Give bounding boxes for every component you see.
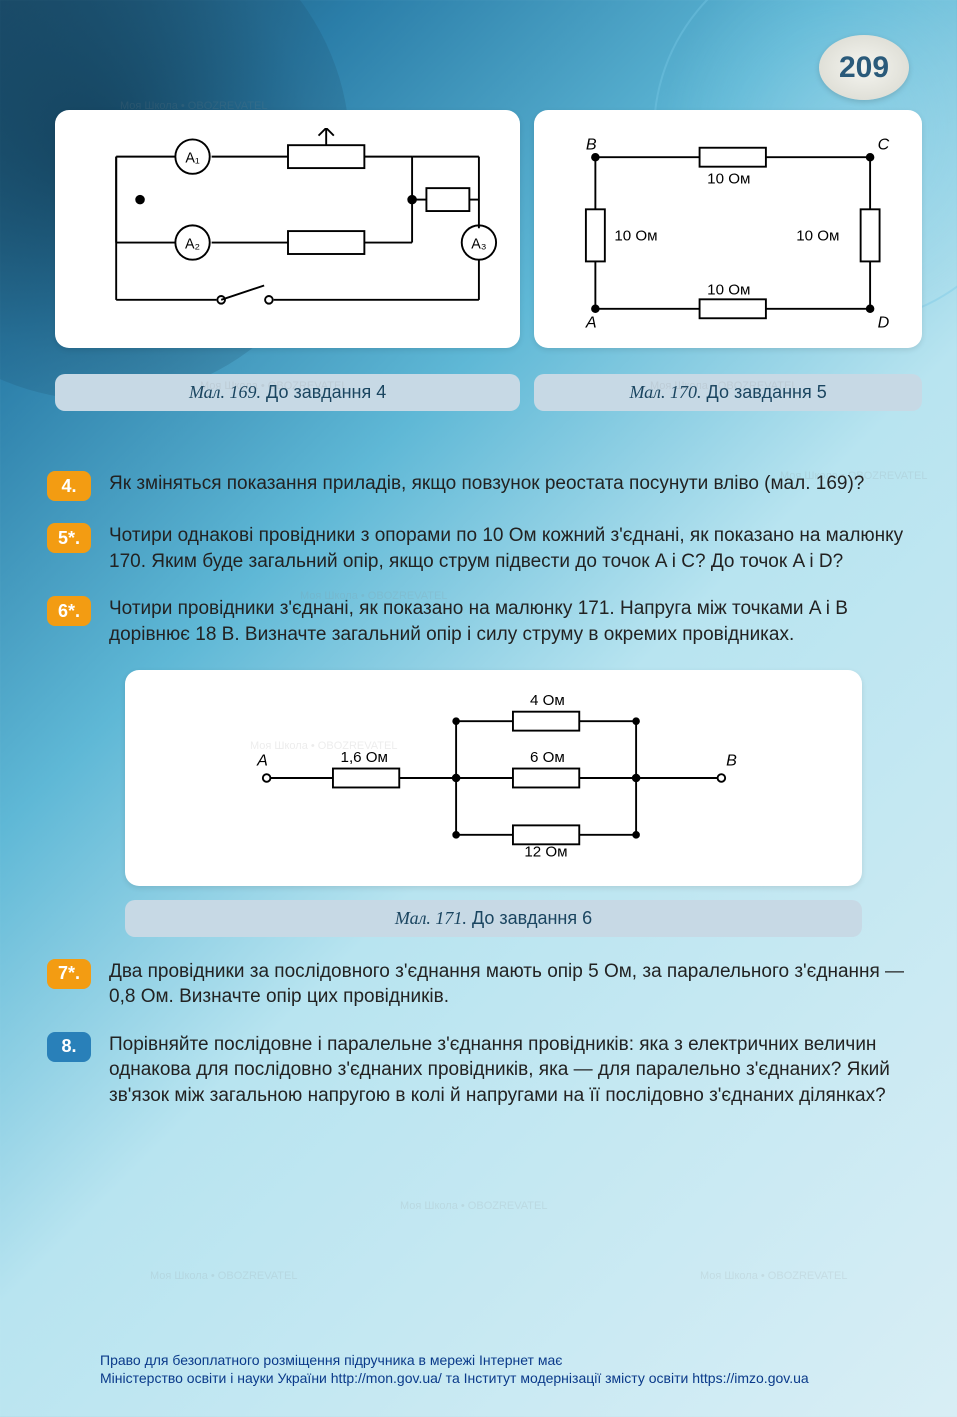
q6-text: Чотири провідники з'єднані, як показано … [109,596,922,647]
figure-171-diagram: A B 1,6 Ом 4 Ом 6 Ом 12 Ом [224,688,764,868]
footer: Право для безоплатного розміщення підруч… [100,1351,917,1387]
node-a: A [256,751,268,769]
ammeter-3-label: A₃ [471,236,486,252]
figure-171-block: A B 1,6 Ом 4 Ом 6 Ом 12 Ом Мал. 171. До … [125,670,862,937]
fig169-cap: До завдання 4 [266,382,386,402]
ammeter-2-label: A₂ [184,236,199,252]
footer-line2: Міністерство освіти і науки України http… [100,1369,917,1387]
figure-169-caption: Мал. 169. До завдання 4 [55,374,520,411]
question-5: 5*. Чотири однакові провідники з опорами… [55,523,922,574]
figure-row-top: A₁ A₂ A₃ [55,110,922,348]
footer-l2b: та Інститут модернізації змісту освіти [442,1370,692,1386]
figure-170-diagram: B C A D 10 Ом 10 Ом 10 Ом 10 Ом [534,110,922,348]
q8-badge: 8. [47,1032,91,1062]
r-top-label: 10 Ом [707,171,750,188]
caption-row-top: Мал. 169. До завдання 4 Мал. 170. До зав… [55,362,922,411]
r-right-label: 10 Ом [796,228,839,245]
footer-link2: https://imzo.gov.ua [692,1370,808,1386]
q4-text: Як зміняться показання приладів, якщо по… [109,471,922,497]
r-p1-label: 4 Ом [530,692,565,709]
node-d: D [878,314,890,332]
watermark: Моя Школа • OBOZREVATEL [400,1200,547,1212]
figure-170-caption: Мал. 170. До завдання 5 [534,374,922,411]
q7-text: Два провідники за послідовного з'єднання… [109,959,922,1010]
question-4: 4. Як зміняться показання приладів, якщо… [55,471,922,501]
question-6: 6*. Чотири провідники з'єднані, як показ… [55,596,922,647]
r-left-label: 10 Ом [614,228,657,245]
figure-169-diagram: A₁ A₂ A₃ [55,110,520,348]
r-p3-label: 12 Ом [524,843,567,860]
question-7: 7*. Два провідники за послідовного з'єдн… [55,959,922,1010]
node-b: B [586,136,597,154]
footer-line1: Право для безоплатного розміщення підруч… [100,1351,917,1369]
q6-badge: 6*. [47,596,91,626]
figure-171-card: A B 1,6 Ом 4 Ом 6 Ом 12 Ом [125,670,862,886]
page-number: 209 [819,35,909,100]
footer-link1: http://mon.gov.ua/ [331,1370,442,1386]
watermark: Моя Школа • OBOZREVATEL [150,1270,297,1282]
node-c: C [878,136,890,154]
watermark: Моя Школа • OBOZREVATEL [700,1270,847,1282]
page-content: A₁ A₂ A₃ [55,110,922,1131]
fig170-num: Мал. 170. [629,382,701,402]
fig171-num: Мал. 171. [395,908,467,928]
fig169-num: Мал. 169. [189,382,261,402]
r-bottom-label: 10 Ом [707,282,750,299]
questions-list: 4. Як зміняться показання приладів, якщо… [55,471,922,1109]
node-a: A [585,314,597,332]
question-8: 8. Порівняйте послідовне і паралельне з'… [55,1032,922,1109]
q7-badge: 7*. [47,959,91,989]
figure-170-card: B C A D 10 Ом 10 Ом 10 Ом 10 Ом [534,110,922,348]
q5-text: Чотири однакові провідники з опорами по … [109,523,922,574]
fig170-cap: До завдання 5 [707,382,827,402]
figure-171-caption: Мал. 171. До завдання 6 [125,900,862,937]
q4-badge: 4. [47,471,91,501]
r-p2-label: 6 Ом [530,748,565,765]
footer-l2a: Міністерство освіти і науки України [100,1370,331,1386]
q8-text: Порівняйте послідовне і паралельне з'єдн… [109,1032,922,1109]
q5-badge: 5*. [47,523,91,553]
ammeter-1-label: A₁ [185,150,200,166]
node-b: B [726,751,737,769]
r-series-label: 1,6 Ом [340,748,387,765]
fig171-cap: До завдання 6 [472,908,592,928]
figure-169-card: A₁ A₂ A₃ [55,110,520,348]
